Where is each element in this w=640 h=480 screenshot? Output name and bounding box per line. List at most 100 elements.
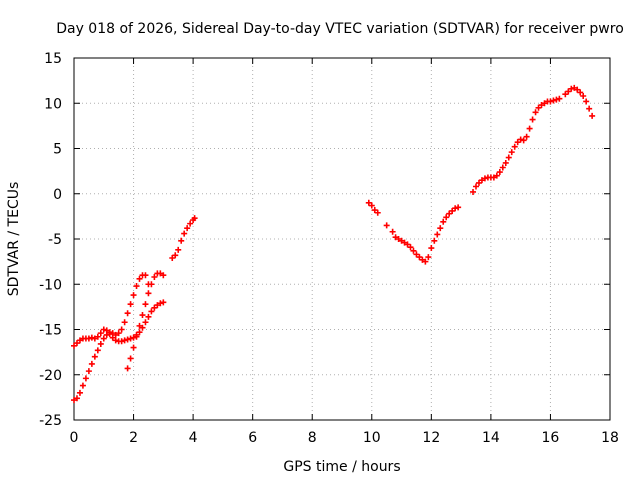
data-point xyxy=(124,336,131,343)
data-point xyxy=(511,143,518,150)
x-tick-label: 0 xyxy=(70,430,79,446)
data-point xyxy=(88,360,95,367)
x-tick-label: 8 xyxy=(308,430,317,446)
chart-title: Day 018 of 2026, Sidereal Day-to-day VTE… xyxy=(56,21,624,37)
x-tick-label: 4 xyxy=(189,430,198,446)
data-point xyxy=(586,105,593,112)
data-point xyxy=(133,333,140,340)
data-point xyxy=(145,290,152,297)
data-point xyxy=(481,175,488,182)
data-point xyxy=(520,137,527,144)
data-point xyxy=(187,220,194,227)
data-point xyxy=(127,355,134,362)
data-point xyxy=(556,95,563,102)
data-point xyxy=(73,395,80,402)
data-point xyxy=(191,215,198,222)
series-evening-segment xyxy=(470,84,596,195)
grid-layer xyxy=(74,58,610,420)
data-point xyxy=(517,136,524,143)
data-point xyxy=(115,330,122,337)
data-point xyxy=(127,301,134,308)
data-point xyxy=(124,310,131,317)
data-point xyxy=(136,322,143,329)
y-tick-label: 0 xyxy=(53,187,62,203)
y-tick-label: -25 xyxy=(39,413,62,429)
data-point xyxy=(100,335,107,342)
series-afternoon-segment xyxy=(365,199,462,265)
data-point xyxy=(142,272,149,279)
data-point xyxy=(550,97,557,104)
y-tick-label: -20 xyxy=(39,368,62,384)
data-point xyxy=(428,245,435,252)
data-point xyxy=(160,272,167,279)
data-point xyxy=(94,333,101,340)
data-point xyxy=(130,292,137,299)
data-point xyxy=(184,225,191,232)
data-point xyxy=(568,85,575,92)
data-point xyxy=(97,340,104,347)
data-point xyxy=(82,375,89,382)
series-lower-rising-segment xyxy=(71,272,152,404)
data-point xyxy=(151,274,158,281)
x-tick-label: 18 xyxy=(601,430,619,446)
data-point xyxy=(136,275,143,282)
data-point xyxy=(133,283,140,290)
data-point xyxy=(455,204,462,211)
data-point xyxy=(85,335,92,342)
data-point xyxy=(85,368,92,375)
series-upper-early-segment xyxy=(71,299,167,349)
data-point xyxy=(440,218,447,225)
series-early-late-segment xyxy=(169,215,198,262)
y-axis-label: SDTVAR / TECUs xyxy=(6,182,22,297)
data-point xyxy=(121,337,128,344)
data-point xyxy=(526,125,533,132)
data-point xyxy=(493,172,500,179)
data-point xyxy=(148,281,155,288)
data-point xyxy=(118,338,125,345)
y-tick-label: -5 xyxy=(48,232,62,248)
data-point xyxy=(148,308,155,315)
data-point xyxy=(94,347,101,354)
data-point xyxy=(502,159,509,166)
data-point xyxy=(410,247,417,254)
x-tick-label: 12 xyxy=(422,430,440,446)
data-point xyxy=(422,258,429,265)
data-point xyxy=(580,93,587,100)
data-point xyxy=(142,301,149,308)
data-point xyxy=(100,326,107,333)
data-point xyxy=(425,254,432,261)
data-point xyxy=(106,329,113,336)
data-point xyxy=(452,205,459,212)
data-point xyxy=(553,96,560,103)
data-point xyxy=(407,244,414,251)
data-point xyxy=(139,312,146,319)
data-point xyxy=(434,231,441,238)
data-point xyxy=(523,133,530,140)
y-tick-label: -15 xyxy=(39,323,62,339)
data-point xyxy=(529,116,536,123)
data-point xyxy=(583,98,590,105)
points-layer xyxy=(71,84,596,404)
data-point xyxy=(130,344,137,351)
data-point xyxy=(124,365,131,372)
data-point xyxy=(142,319,149,326)
data-point xyxy=(172,252,179,259)
data-point xyxy=(443,214,450,221)
x-tick-label: 16 xyxy=(542,430,560,446)
y-tick-label: 15 xyxy=(44,51,62,67)
series-middle-rising-segment xyxy=(124,270,167,372)
data-point xyxy=(91,353,98,360)
data-point xyxy=(470,188,477,195)
data-point xyxy=(175,246,182,253)
data-point xyxy=(76,389,83,396)
data-point xyxy=(136,329,143,336)
x-tick-label: 14 xyxy=(482,430,500,446)
data-point xyxy=(181,230,188,237)
data-point xyxy=(145,313,152,320)
data-point xyxy=(127,335,134,342)
data-point xyxy=(532,109,539,116)
data-point xyxy=(437,225,444,232)
data-point xyxy=(473,183,479,190)
data-point xyxy=(79,382,86,389)
